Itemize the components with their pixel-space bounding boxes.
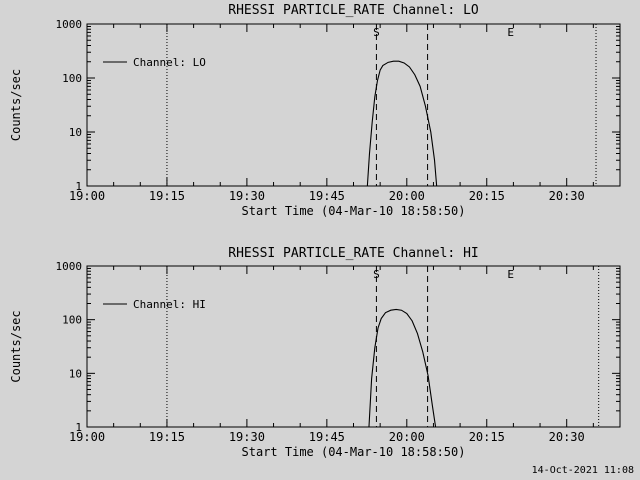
y-tick-label: 10 (69, 126, 82, 139)
legend-label: Channel: LO (133, 56, 206, 69)
x-axis-title: Start Time (04-Mar-10 18:58:50) (242, 445, 466, 459)
x-tick-label: 20:00 (389, 189, 425, 203)
y-tick-label: 1 (75, 180, 82, 193)
flag-label-E: E (507, 26, 514, 39)
x-tick-label: 19:00 (69, 189, 105, 203)
x-tick-label: 20:15 (469, 430, 505, 444)
x-tick-label: 19:30 (229, 189, 265, 203)
x-tick-label: 19:15 (149, 189, 185, 203)
y-tick-label: 10 (69, 367, 82, 380)
render-timestamp: 14-Oct-2021 11:08 (531, 465, 634, 476)
x-tick-label: 20:15 (469, 189, 505, 203)
y-axis-title: Counts/sec (9, 310, 23, 382)
panel-1: S E 1 10 100 1000 19:00 19:15 19:30 19:45 20:00 20:… (9, 246, 621, 459)
panel-0: S E 1 10 100 1000 19:00 19:15 19:30 19:45 20:00 20:… (9, 3, 621, 218)
y-tick-label: 1 (75, 421, 82, 434)
y-tick-label: 1000 (56, 18, 83, 31)
x-tick-label: 20:00 (389, 430, 425, 444)
x-tick-label: 19:15 (149, 430, 185, 444)
flag-label-E: E (507, 268, 514, 281)
y-tick-label: 100 (62, 72, 82, 85)
flag-label-S: S (373, 268, 380, 281)
x-tick-label: 19:45 (309, 430, 345, 444)
x-tick-label: 20:30 (549, 189, 585, 203)
x-tick-label: 19:30 (229, 430, 265, 444)
series-line (366, 60, 438, 186)
x-tick-label: 20:30 (549, 430, 585, 444)
flag-label-S: S (373, 26, 380, 39)
y-tick-label: 1000 (56, 260, 83, 273)
legend-label: Channel: HI (133, 298, 206, 311)
series-line (368, 308, 437, 427)
x-tick-label: 19:00 (69, 430, 105, 444)
x-axis-title: Start Time (04-Mar-10 18:58:50) (242, 204, 466, 218)
y-axis-title: Counts/sec (9, 69, 23, 141)
panel-title: RHESSI PARTICLE_RATE Channel: HI (228, 246, 478, 261)
panel-title: RHESSI PARTICLE_RATE Channel: LO (228, 3, 479, 18)
y-tick-label: 100 (62, 314, 82, 327)
x-tick-label: 19:45 (309, 189, 345, 203)
